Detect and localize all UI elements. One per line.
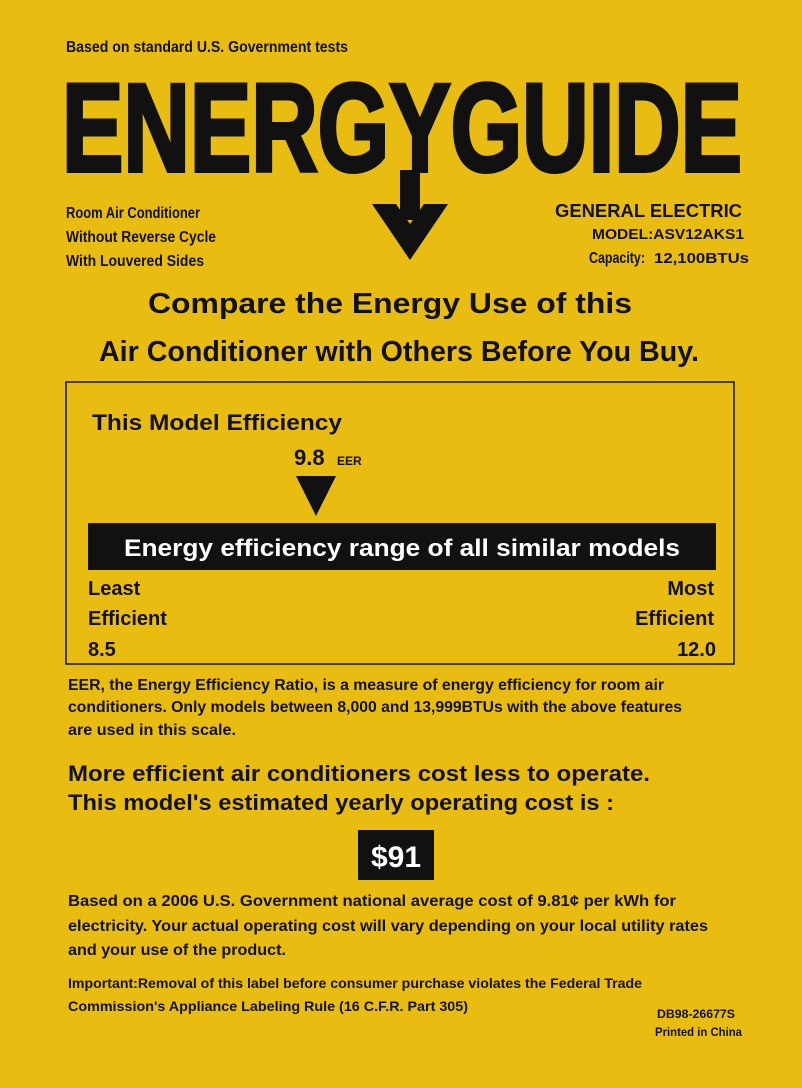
- product-type-line: Room Air Conditioner: [66, 205, 200, 222]
- cost-value-box: [358, 830, 434, 880]
- efficiency-box: [65, 381, 735, 665]
- most-label: Efficient: [635, 608, 714, 630]
- least-label: Efficient: [88, 608, 167, 630]
- headline-line: Air Conditioner with Others Before You B…: [99, 336, 699, 368]
- printed-in: Printed in China: [655, 1025, 742, 1039]
- capacity-value: 12,100BTUs: [654, 250, 749, 267]
- headline-line: Compare the Energy Use of this: [148, 288, 632, 320]
- cost-basis-line: Based on a 2006 U.S. Government national…: [68, 893, 676, 910]
- important-note-line: Important:Removal of this label before c…: [68, 975, 642, 991]
- tagline: Based on standard U.S. Government tests: [66, 39, 348, 56]
- product-type-line: Without Reverse Cycle: [66, 229, 216, 246]
- eer-note-line: conditioners. Only models between 8,000 …: [68, 699, 682, 716]
- range-bar-label: Energy efficiency range of all similar m…: [124, 535, 680, 562]
- yearly-cost: $91: [371, 841, 421, 874]
- efficiency-title: This Model Efficiency: [92, 410, 343, 435]
- eer-note-line: are used in this scale.: [68, 722, 236, 739]
- most-label: Most: [667, 578, 714, 600]
- manufacturer: GENERAL ELECTRIC: [555, 201, 742, 221]
- range-max: 12.0: [677, 639, 716, 661]
- model-number: MODEL:ASV12AKS1: [592, 226, 744, 243]
- range-bar: [88, 523, 716, 570]
- down-arrow-icon: [372, 170, 448, 260]
- part-number: DB98-26677S: [657, 1007, 735, 1021]
- cost-line: More efficient air conditioners cost les…: [68, 761, 650, 786]
- cost-line: This model's estimated yearly operating …: [68, 790, 614, 815]
- efficiency-unit: EER: [337, 454, 362, 468]
- important-note-line: Commission's Appliance Labeling Rule (16…: [68, 998, 468, 1014]
- eer-note-line: EER, the Energy Efficiency Ratio, is a m…: [68, 677, 664, 694]
- energyguide-logo: ENERGYGUIDE: [62, 59, 742, 198]
- product-type-line: With Louvered Sides: [66, 253, 204, 270]
- capacity-label: Capacity:: [589, 250, 645, 267]
- cost-basis-line: and your use of the product.: [68, 942, 286, 959]
- least-label: Least: [88, 578, 141, 600]
- range-min: 8.5: [88, 639, 116, 661]
- efficiency-pointer-icon: [296, 476, 336, 516]
- efficiency-value: 9.8: [294, 445, 325, 470]
- cost-basis-line: electricity. Your actual operating cost …: [68, 918, 708, 935]
